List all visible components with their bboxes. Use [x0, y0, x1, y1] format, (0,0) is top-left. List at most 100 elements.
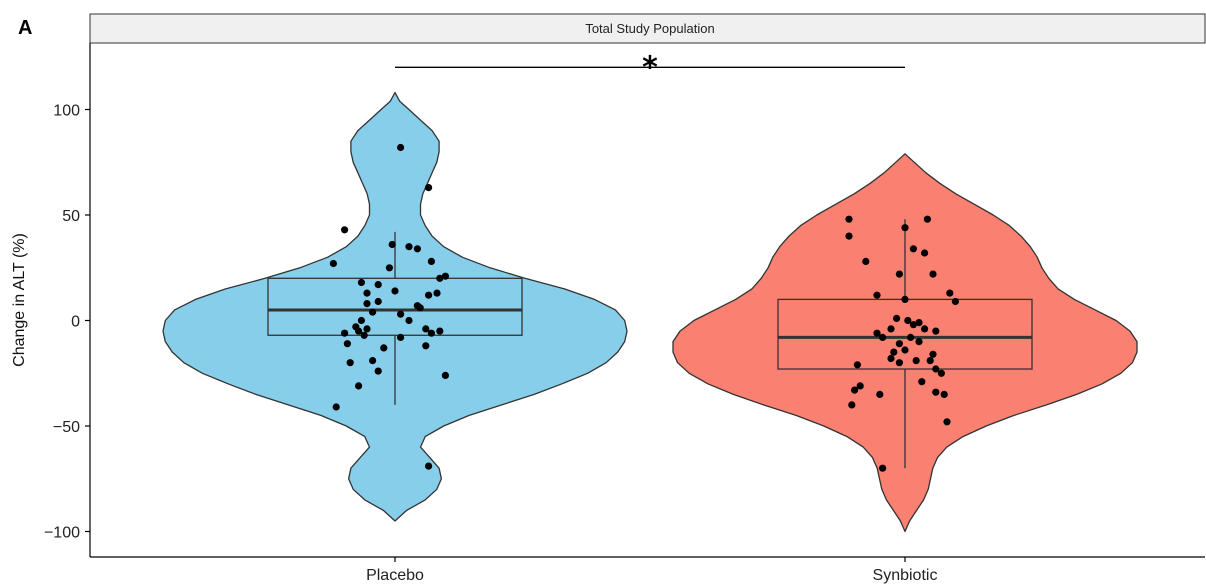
- y-tick-label: −100: [44, 525, 80, 542]
- data-point: [907, 333, 915, 341]
- data-point: [422, 325, 430, 333]
- data-point: [363, 289, 371, 297]
- data-point: [360, 331, 368, 339]
- data-point: [848, 401, 856, 409]
- data-point: [921, 325, 929, 333]
- violin-placebo: [162, 91, 628, 522]
- data-point: [425, 184, 433, 192]
- data-point: [932, 365, 940, 373]
- data-point: [341, 226, 349, 234]
- data-point: [921, 249, 929, 257]
- panel-letter: A: [18, 17, 32, 39]
- data-point: [397, 310, 405, 318]
- data-point: [904, 316, 912, 325]
- data-point: [341, 329, 349, 337]
- data-point: [346, 359, 354, 367]
- data-point: [427, 257, 435, 265]
- violin-group-synbiotic: [672, 153, 1138, 533]
- data-point: [887, 325, 895, 333]
- violin-synbiotic: [672, 153, 1138, 533]
- data-point: [862, 257, 870, 265]
- data-point: [895, 359, 904, 367]
- facet-strip: [89, 13, 1206, 44]
- data-point: [374, 281, 382, 289]
- plot-area: *: [162, 50, 1138, 533]
- data-point: [845, 232, 853, 240]
- x-tick-label: Synbiotic: [873, 567, 938, 584]
- data-point: [940, 390, 948, 398]
- data-point: [374, 297, 382, 306]
- data-point: [436, 327, 444, 335]
- data-point: [357, 278, 365, 287]
- data-point: [845, 215, 853, 223]
- data-point: [391, 287, 399, 295]
- box: [267, 277, 523, 336]
- data-point: [355, 327, 363, 335]
- data-point: [369, 357, 377, 365]
- data-point: [397, 143, 405, 152]
- data-point: [926, 357, 934, 365]
- y-tick-label: 0: [71, 314, 80, 331]
- data-point: [873, 291, 881, 299]
- y-axis-ticks: −100 −50 0 50 100: [44, 103, 90, 542]
- data-point: [876, 390, 884, 398]
- data-point: [932, 327, 940, 335]
- data-point: [893, 314, 901, 322]
- facet-title: Total Study Population: [585, 21, 714, 36]
- data-point: [422, 342, 430, 350]
- y-tick-label: 50: [62, 208, 80, 225]
- data-point: [425, 291, 433, 299]
- data-point: [413, 245, 421, 253]
- data-point: [427, 329, 435, 337]
- data-point: [441, 272, 449, 280]
- y-axis-title: Change in ALT (%): [11, 233, 28, 367]
- data-point: [951, 297, 960, 306]
- data-point: [329, 259, 337, 268]
- data-point: [851, 386, 859, 394]
- data-point: [374, 367, 382, 375]
- significance-star: *: [642, 50, 658, 85]
- data-point: [441, 371, 449, 379]
- data-point: [890, 348, 898, 356]
- data-point: [901, 346, 909, 354]
- data-point: [332, 403, 340, 411]
- data-point: [425, 462, 433, 470]
- data-point: [929, 350, 937, 358]
- y-tick-label: 100: [53, 103, 80, 120]
- data-point: [909, 245, 918, 253]
- data-point: [923, 215, 932, 223]
- data-point: [901, 295, 909, 303]
- data-point: [887, 354, 895, 363]
- data-point: [856, 382, 864, 390]
- data-point: [413, 302, 421, 310]
- data-point: [385, 264, 393, 272]
- data-point: [363, 300, 371, 308]
- data-point: [380, 344, 388, 352]
- data-point: [932, 388, 940, 396]
- x-axis-ticks: Placebo Synbiotic: [366, 557, 937, 584]
- data-point: [909, 321, 918, 329]
- data-point: [912, 357, 920, 365]
- data-point: [369, 308, 377, 316]
- data-point: [915, 319, 923, 327]
- x-tick-label: Placebo: [366, 567, 424, 584]
- data-point: [873, 329, 881, 337]
- data-point: [433, 289, 441, 297]
- violin-group-placebo: [162, 91, 628, 522]
- data-point: [397, 333, 405, 341]
- data-point: [918, 378, 926, 386]
- data-point: [946, 289, 954, 297]
- data-point: [879, 333, 887, 341]
- data-point: [943, 418, 951, 426]
- data-point: [929, 270, 937, 278]
- data-point: [436, 274, 444, 282]
- y-tick-label: −50: [53, 419, 80, 436]
- data-point: [937, 369, 946, 377]
- data-point: [901, 224, 909, 232]
- data-point: [363, 325, 371, 333]
- data-point: [895, 340, 904, 348]
- data-point: [343, 340, 351, 348]
- data-point: [895, 270, 904, 278]
- data-point: [915, 338, 923, 346]
